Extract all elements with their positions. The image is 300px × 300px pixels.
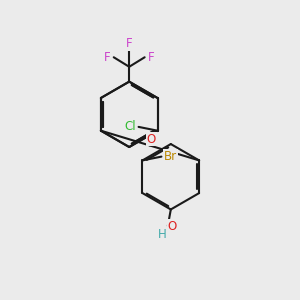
Text: Cl: Cl xyxy=(124,120,136,134)
Text: Br: Br xyxy=(164,150,177,163)
Text: F: F xyxy=(104,51,110,64)
Text: H: H xyxy=(158,228,166,241)
Text: O: O xyxy=(168,220,177,233)
Text: O: O xyxy=(147,133,156,146)
Text: F: F xyxy=(126,38,133,50)
Text: F: F xyxy=(148,51,154,64)
